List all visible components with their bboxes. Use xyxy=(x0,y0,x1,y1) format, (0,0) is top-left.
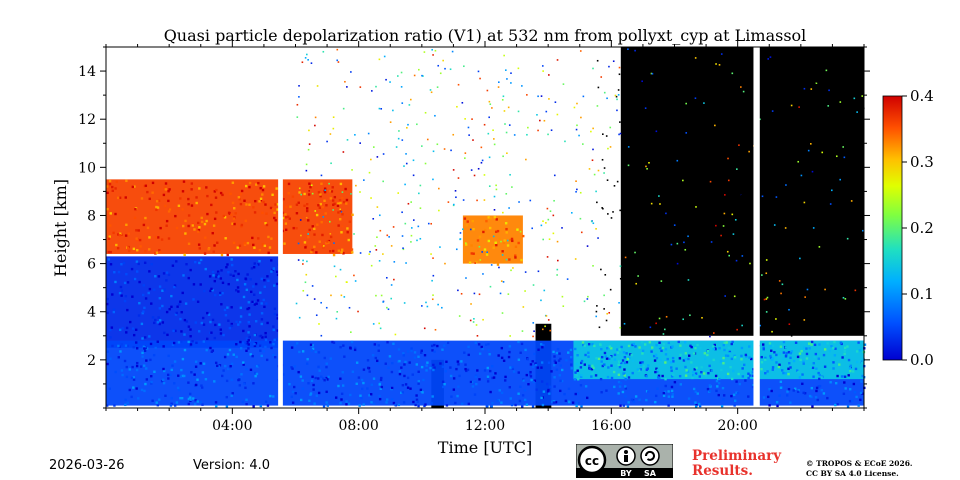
copyright-note: © TROPOS & ECoE 2026. CC BY SA 4.0 Licen… xyxy=(806,459,913,479)
cc-license-badge[interactable]: cc BY SA xyxy=(576,444,673,478)
colorbar-tick-label: 0.4 xyxy=(910,87,934,105)
x-tick-label: 20:00 xyxy=(717,418,757,434)
copyright-line-2: CC BY SA 4.0 License. xyxy=(806,469,899,478)
layer-dust-ice-layer-upper xyxy=(106,179,353,254)
y-tick-label: 12 xyxy=(78,112,96,128)
chart-title: Quasi particle depolarization ratio (V1)… xyxy=(164,26,807,45)
y-axis-label: Height [km] xyxy=(51,179,70,277)
colorbar-ticks: 0.0 0.1 0.2 0.3 0.4 xyxy=(902,87,934,369)
by-label: BY xyxy=(620,469,632,478)
x-tick-label: 08:00 xyxy=(338,418,378,434)
sa-icon xyxy=(640,446,660,466)
layer-speckle xyxy=(106,179,867,408)
svg-text:cc: cc xyxy=(585,454,599,468)
y-axis: 2 4 6 8 10 12 14 xyxy=(78,46,870,409)
x-tick-label: 12:00 xyxy=(465,418,505,434)
y-tick-label: 6 xyxy=(87,257,96,273)
sa-label: SA xyxy=(644,469,657,478)
x-tick-label: 04:00 xyxy=(212,418,252,434)
y-tick-label: 14 xyxy=(78,64,96,80)
no-signal-region xyxy=(620,47,864,336)
plot-area xyxy=(106,47,867,408)
data-gap xyxy=(753,47,760,408)
copyright-line-1: © TROPOS & ECoE 2026. xyxy=(806,459,913,468)
x-tick-label: 16:00 xyxy=(591,418,631,434)
noise-speckle xyxy=(295,47,865,338)
preliminary-results-note: Preliminary Results. xyxy=(692,449,781,479)
footer-version: Version: 4.0 xyxy=(193,458,270,473)
y-tick-label: 10 xyxy=(78,160,96,176)
y-tick-label: 8 xyxy=(87,208,96,224)
colorbar-tick-label: 0.0 xyxy=(910,351,934,369)
y-tick-label: 2 xyxy=(87,353,96,369)
colorbar-tick-label: 0.1 xyxy=(910,285,934,303)
preliminary-line-2: Results. xyxy=(692,463,753,479)
y-tick-label: 4 xyxy=(87,305,96,321)
x-axis: 04:00 08:00 12:00 16:00 20:00 xyxy=(105,41,865,434)
preliminary-line-1: Preliminary xyxy=(692,448,782,464)
cc-icon xyxy=(577,445,607,475)
layer-mid-level-low-values xyxy=(106,256,280,348)
layer-afternoon-cloud-patches xyxy=(462,215,523,264)
colorbar-tick-label: 0.2 xyxy=(910,219,934,237)
layer-evening-aerosol-layer xyxy=(573,340,864,380)
data-gap xyxy=(278,47,283,408)
colorbar xyxy=(882,95,903,361)
x-axis-label: Time [UTC] xyxy=(438,438,532,457)
colorbar-tick-label: 0.3 xyxy=(910,153,934,171)
footer-date: 2026-03-26 xyxy=(49,458,125,473)
